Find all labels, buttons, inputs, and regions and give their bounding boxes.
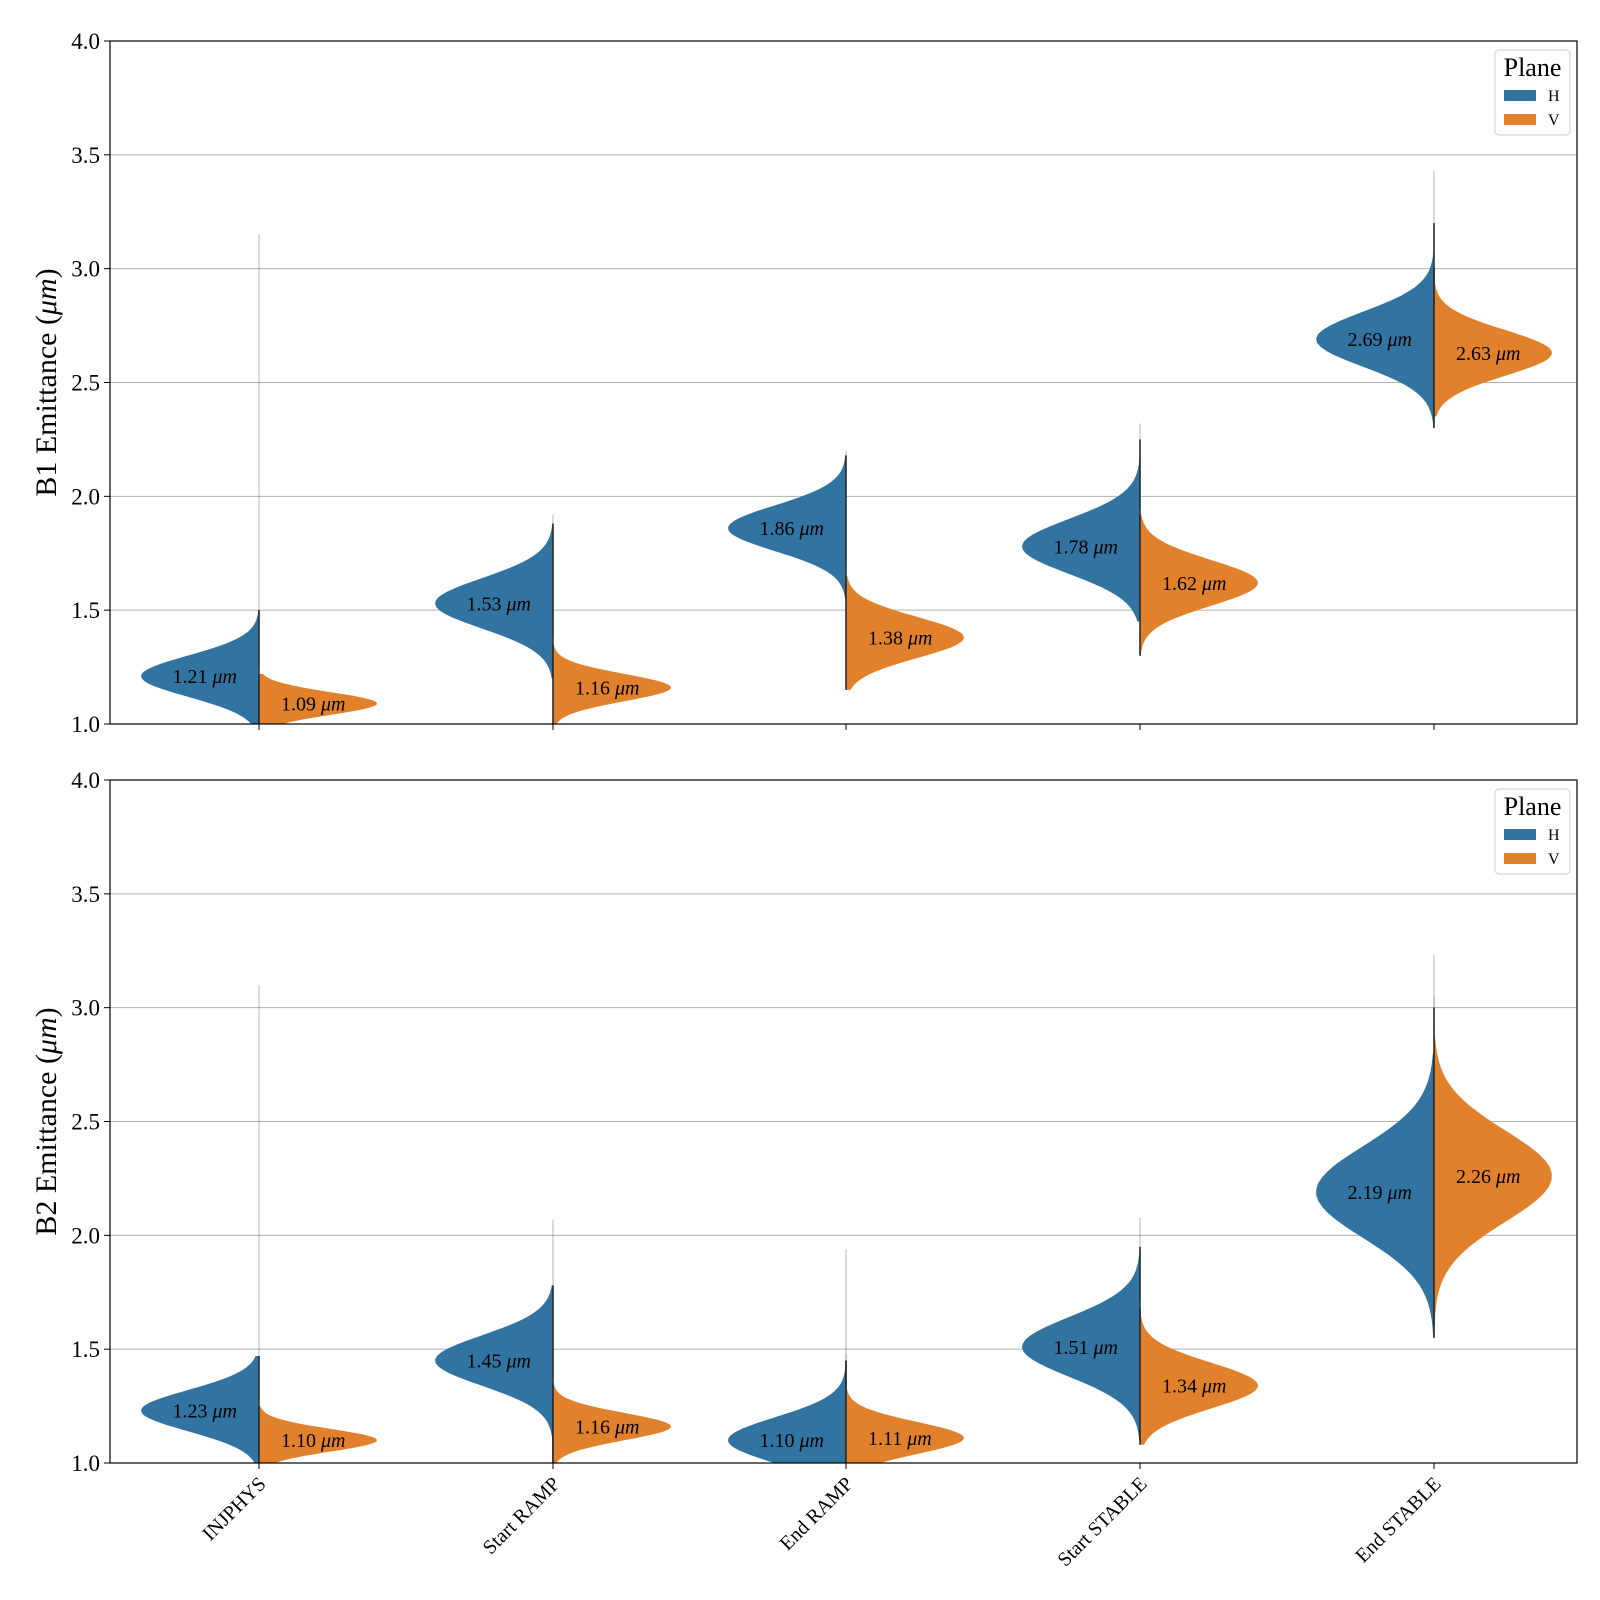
violin-v-start-stable xyxy=(1140,1308,1258,1445)
y-tick-label: 3.0 xyxy=(71,996,100,1021)
median-annotation: 1.21 μm xyxy=(173,666,237,688)
violin-v-injphys xyxy=(259,673,377,724)
y-tick-label: 1.5 xyxy=(71,1337,100,1362)
median-annotation: 1.10 μm xyxy=(281,1430,345,1452)
violin-h-end-stable xyxy=(1316,1053,1434,1338)
median-annotation: 2.69 μm xyxy=(1348,329,1412,351)
legend-title: Plane xyxy=(1504,792,1562,821)
legend-label-h: H xyxy=(1548,88,1560,105)
legend-swatch-v xyxy=(1504,114,1536,125)
median-annotation: 1.16 μm xyxy=(575,1417,639,1439)
legend: Plane HV xyxy=(1494,788,1571,875)
legend-swatch-h xyxy=(1504,90,1536,101)
y-tick-label: 1.0 xyxy=(71,1451,100,1476)
y-tick-label: 2.5 xyxy=(71,371,100,396)
x-tick-label: Start STABLE xyxy=(1053,1473,1151,1571)
violin-v-end-ramp xyxy=(846,1360,964,1463)
legend-title: Plane xyxy=(1504,53,1562,82)
median-annotation: 1.62 μm xyxy=(1162,573,1226,595)
x-tick-label: INJPHYS xyxy=(198,1473,270,1545)
median-annotation: 2.63 μm xyxy=(1456,343,1520,365)
median-annotation: 1.34 μm xyxy=(1162,1376,1226,1398)
legend-label-v: V xyxy=(1548,851,1560,868)
median-annotation: 1.11 μm xyxy=(868,1428,932,1450)
violin-v-start-stable xyxy=(1140,514,1258,656)
median-annotation: 1.16 μm xyxy=(575,678,639,700)
panel-1: 1.0 1.5 2.0 2.5 3.0 3.5 4.0 1.21 μm 1.53 μm 1.86 … xyxy=(30,29,1578,737)
median-annotation: 1.38 μm xyxy=(868,627,932,649)
legend: Plane HV xyxy=(1494,49,1571,136)
y-tick-label: 3.0 xyxy=(71,257,100,282)
median-annotation: 1.51 μm xyxy=(1054,1337,1118,1359)
violin-v-end-stable xyxy=(1434,268,1552,417)
median-annotation: 1.45 μm xyxy=(467,1351,531,1373)
legend-swatch-h xyxy=(1504,829,1536,840)
median-annotation: 1.53 μm xyxy=(467,593,531,615)
legend-label-v: V xyxy=(1548,112,1560,129)
median-annotation: 1.78 μm xyxy=(1054,536,1118,558)
plot-frame xyxy=(109,779,1578,1464)
y-tick-label: 1.5 xyxy=(71,598,100,623)
y-tick-label: 3.5 xyxy=(71,143,100,168)
violins xyxy=(141,955,1552,1463)
violin-h-start-ramp xyxy=(435,1285,553,1463)
y-axis-label: B1 Emittance (μm) xyxy=(30,268,63,496)
x-tick-label: End STABLE xyxy=(1351,1473,1445,1567)
legend-label-h: H xyxy=(1548,827,1560,844)
x-tick-label: End RAMP xyxy=(776,1473,858,1555)
violin-v-end-stable xyxy=(1434,1007,1552,1327)
plot-frame xyxy=(109,40,1578,725)
violin-h-end-ramp xyxy=(728,1360,846,1463)
median-annotation: 2.19 μm xyxy=(1348,1182,1412,1204)
violin-v-injphys xyxy=(259,1406,377,1463)
violin-v-start-ramp xyxy=(553,1383,671,1463)
y-tick-label: 1.0 xyxy=(71,712,100,737)
y-tick-label: 4.0 xyxy=(71,768,100,793)
median-annotation: 1.23 μm xyxy=(173,1401,237,1423)
violin-h-injphys xyxy=(141,610,259,724)
violins xyxy=(141,170,1552,724)
median-annotation: 2.26 μm xyxy=(1456,1166,1520,1188)
panel-2: 1.0 1.5 2.0 2.5 3.0 3.5 4.0 1.23 μm 1.45 μm 1.10 … xyxy=(30,768,1578,1571)
violin-h-injphys xyxy=(141,1355,259,1463)
violin-v-start-ramp xyxy=(553,644,671,724)
y-axis-label: B2 Emittance (μm) xyxy=(30,1007,63,1235)
violin-h-start-ramp xyxy=(435,523,553,679)
violin-h-start-stable xyxy=(1022,439,1140,622)
y-tick-label: 2.0 xyxy=(71,1223,100,1248)
y-tick-label: 4.0 xyxy=(71,29,100,54)
median-annotation: 1.86 μm xyxy=(760,518,824,540)
y-tick-label: 2.0 xyxy=(71,484,100,509)
violin-v-end-ramp xyxy=(846,576,964,690)
x-tick-label: Start RAMP xyxy=(479,1473,565,1559)
median-annotation: 1.09 μm xyxy=(281,694,345,716)
violin-h-end-stable xyxy=(1316,223,1434,429)
legend-swatch-v xyxy=(1504,853,1536,864)
median-annotation: 1.10 μm xyxy=(760,1430,824,1452)
y-tick-label: 3.5 xyxy=(71,882,100,907)
y-tick-label: 2.5 xyxy=(71,1110,100,1135)
violin-h-start-stable xyxy=(1022,1246,1140,1441)
violin-h-end-ramp xyxy=(728,455,846,599)
